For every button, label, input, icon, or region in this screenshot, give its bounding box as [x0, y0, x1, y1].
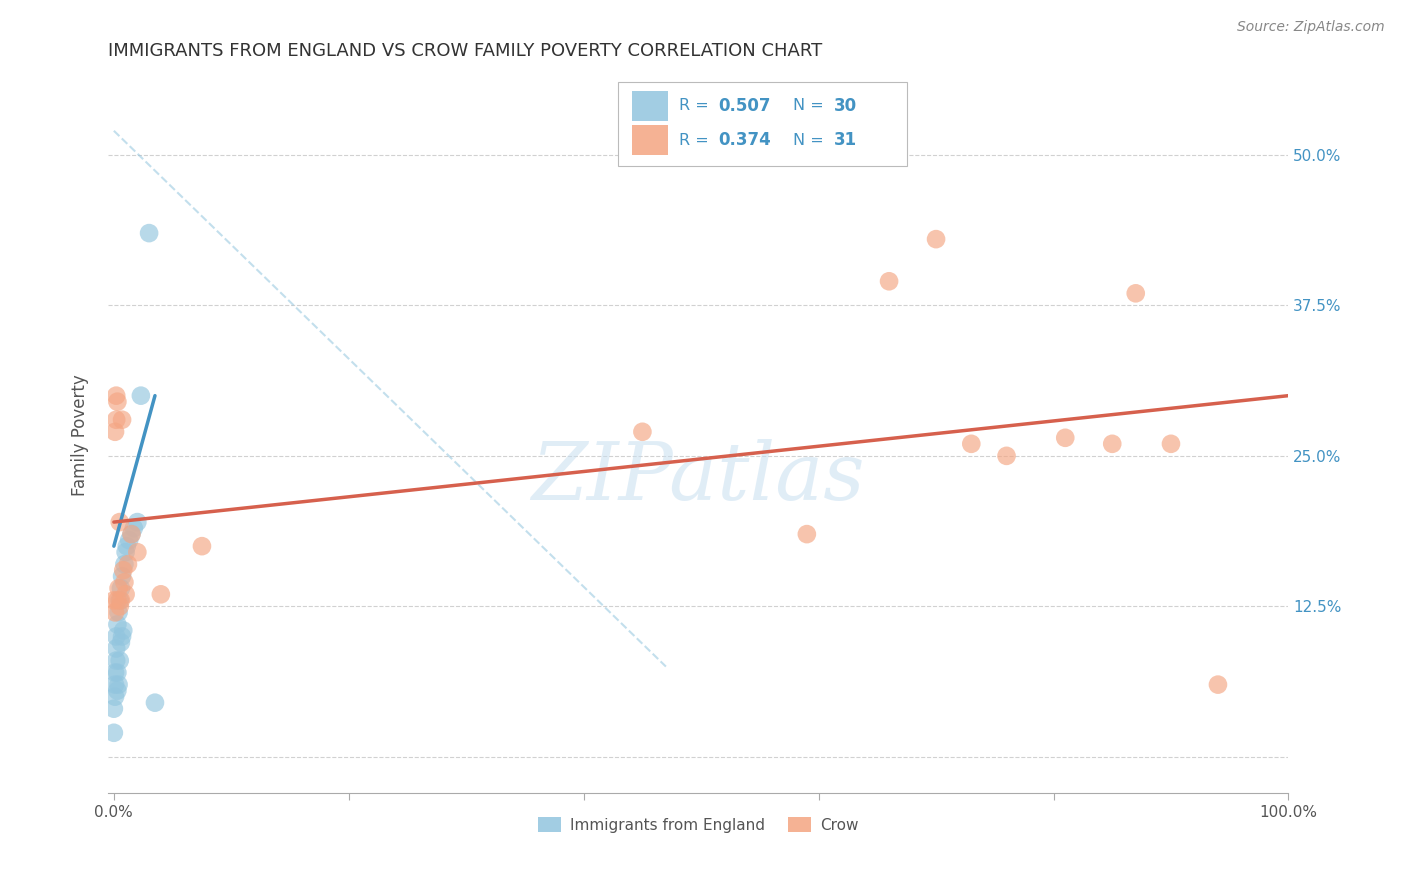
Text: 0.374: 0.374 — [718, 131, 770, 149]
Point — [105, 413, 128, 427]
Point — [110, 582, 132, 596]
Point — [110, 593, 132, 607]
Point — [960, 437, 983, 451]
Point — [1101, 437, 1123, 451]
Point — [107, 582, 129, 596]
Point — [108, 593, 131, 607]
Point — [111, 413, 134, 427]
Point — [995, 449, 1018, 463]
Point — [796, 527, 818, 541]
Point — [121, 527, 143, 541]
Point — [138, 226, 160, 240]
Point — [105, 683, 128, 698]
Point — [111, 630, 134, 644]
Point — [104, 690, 127, 704]
Text: Source: ZipAtlas.com: Source: ZipAtlas.com — [1237, 20, 1385, 34]
Point — [108, 599, 131, 614]
Point — [105, 617, 128, 632]
Point — [121, 527, 143, 541]
Point — [115, 539, 138, 553]
Point — [1206, 678, 1229, 692]
Point — [118, 533, 141, 548]
Point — [103, 593, 125, 607]
Point — [104, 678, 127, 692]
Text: N =: N = — [793, 98, 828, 113]
Text: 30: 30 — [834, 97, 858, 115]
Text: 31: 31 — [834, 131, 858, 149]
Point — [111, 569, 134, 583]
Point — [108, 515, 131, 529]
FancyBboxPatch shape — [633, 91, 668, 121]
Point — [127, 545, 149, 559]
Legend: Immigrants from England, Crow: Immigrants from England, Crow — [531, 812, 865, 839]
Point — [108, 654, 131, 668]
FancyBboxPatch shape — [633, 125, 668, 155]
Point — [117, 558, 139, 572]
Point — [105, 394, 128, 409]
Point — [1054, 431, 1077, 445]
Point — [105, 641, 128, 656]
Point — [149, 587, 172, 601]
Point — [114, 558, 136, 572]
Point — [105, 593, 128, 607]
FancyBboxPatch shape — [619, 81, 907, 166]
Point — [107, 678, 129, 692]
Point — [925, 232, 948, 246]
Point — [1125, 286, 1147, 301]
Point — [107, 606, 129, 620]
Point — [104, 425, 127, 439]
Text: R =: R = — [679, 133, 714, 148]
Point — [110, 635, 132, 649]
Point — [122, 521, 145, 535]
Point — [105, 389, 128, 403]
Point — [114, 545, 136, 559]
Point — [191, 539, 214, 553]
Point — [114, 575, 136, 590]
Text: N =: N = — [793, 133, 828, 148]
Point — [104, 606, 127, 620]
Point — [104, 665, 127, 680]
Point — [114, 587, 136, 601]
Point — [105, 665, 128, 680]
Point — [103, 702, 125, 716]
Point — [112, 563, 135, 577]
Point — [112, 624, 135, 638]
Point — [129, 389, 152, 403]
Point — [103, 726, 125, 740]
Point — [143, 696, 166, 710]
Text: R =: R = — [679, 98, 714, 113]
Point — [105, 654, 128, 668]
Text: ZIPatlas: ZIPatlas — [531, 439, 865, 516]
Point — [631, 425, 654, 439]
Point — [105, 630, 128, 644]
Text: 0.507: 0.507 — [718, 97, 770, 115]
Point — [127, 515, 149, 529]
Text: IMMIGRANTS FROM ENGLAND VS CROW FAMILY POVERTY CORRELATION CHART: IMMIGRANTS FROM ENGLAND VS CROW FAMILY P… — [108, 42, 823, 60]
Point — [1160, 437, 1182, 451]
Y-axis label: Family Poverty: Family Poverty — [72, 374, 89, 496]
Point — [877, 274, 900, 288]
